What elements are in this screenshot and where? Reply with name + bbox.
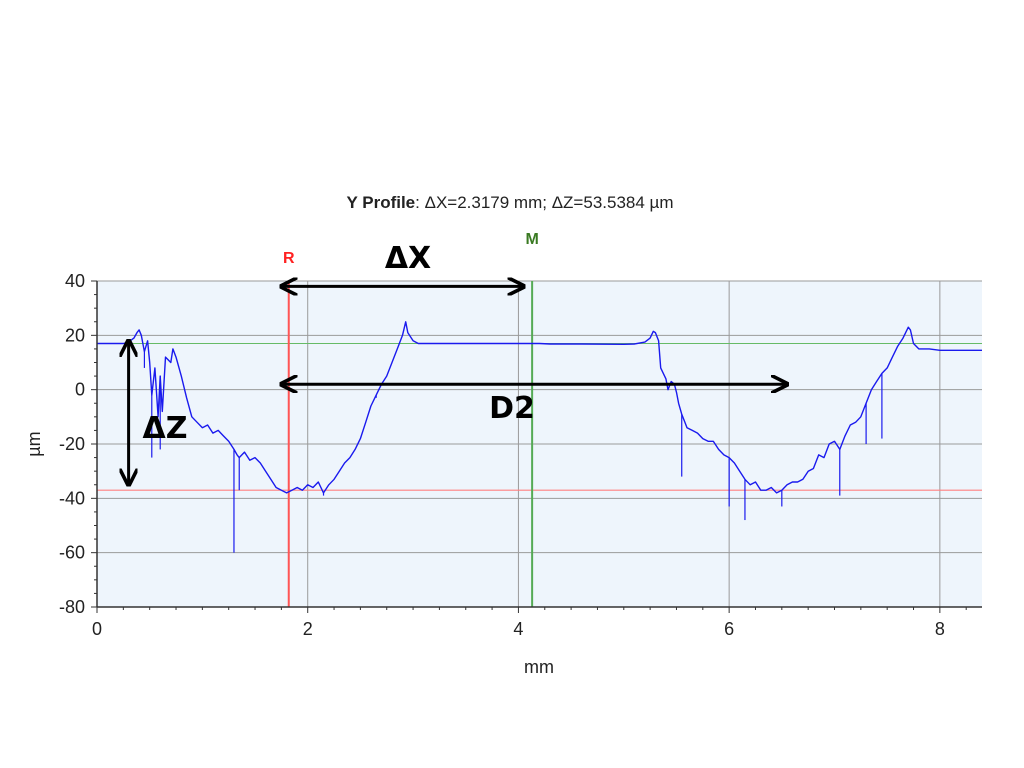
y-tick-label: 40 bbox=[65, 271, 85, 291]
x-tick-label: 8 bbox=[935, 619, 945, 639]
y-tick-label: -40 bbox=[59, 488, 85, 508]
y-axis-label: µm bbox=[24, 431, 44, 456]
tick-labels: 0 2 4 6 8 40 20 0 -20 -40 -60 -80 bbox=[59, 271, 945, 639]
axes bbox=[91, 280, 982, 613]
y-tick-label: 0 bbox=[75, 380, 85, 400]
cursor-label-m: M bbox=[525, 231, 538, 248]
x-tick-label: 4 bbox=[513, 619, 523, 639]
y-tick-label: -80 bbox=[59, 597, 85, 617]
y-tick-label: 20 bbox=[65, 325, 85, 345]
annotation-d2: D2 bbox=[489, 391, 535, 426]
annotation-dz: ΔZ bbox=[143, 411, 188, 446]
x-tick-label: 6 bbox=[724, 619, 734, 639]
x-tick-label: 0 bbox=[92, 619, 102, 639]
series-group bbox=[97, 321, 982, 553]
x-tick-label: 2 bbox=[303, 619, 313, 639]
y-tick-label: -60 bbox=[59, 543, 85, 563]
chart-title-rest: : ΔX=2.3179 mm; ΔZ=53.5384 µm bbox=[415, 193, 673, 212]
chart-title: Y Profile: ΔX=2.3179 mm; ΔZ=53.5384 µm bbox=[346, 193, 673, 212]
x-axis-label: mm bbox=[524, 657, 554, 677]
grid-lines bbox=[97, 280, 982, 607]
y-tick-label: -20 bbox=[59, 434, 85, 454]
annotations bbox=[129, 286, 787, 484]
chart-title-bold: Y Profile bbox=[346, 193, 415, 212]
cursor-label-r: R bbox=[283, 250, 295, 267]
series-line-0 bbox=[97, 321, 982, 494]
annotation-dx: ΔX bbox=[385, 241, 431, 276]
